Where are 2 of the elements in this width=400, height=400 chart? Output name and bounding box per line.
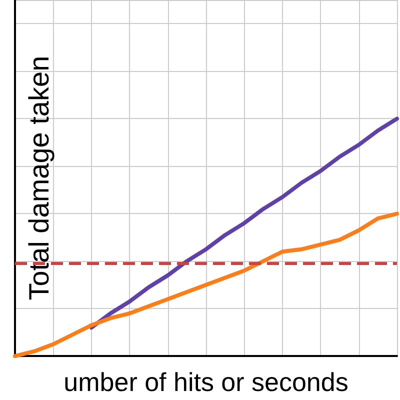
x-axis-title: umber of hits or seconds [64, 367, 348, 397]
y-axis-title: Total damage taken [24, 56, 54, 300]
